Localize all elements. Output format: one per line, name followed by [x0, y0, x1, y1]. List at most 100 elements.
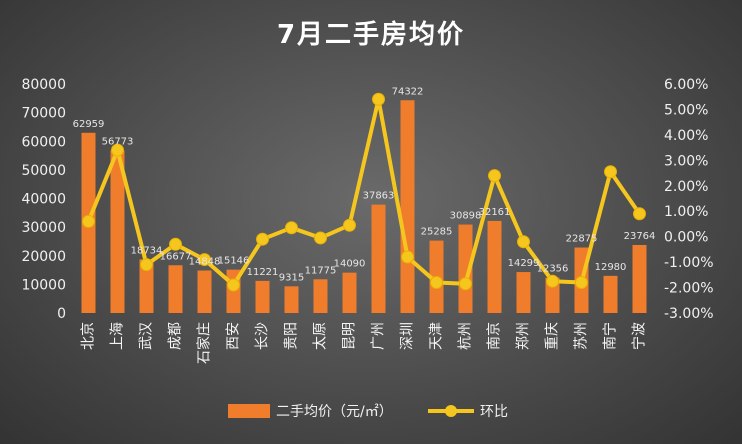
bar: [168, 265, 183, 313]
y-right-tick-label: 6.00%: [664, 77, 708, 93]
x-tick-label: 天津: [429, 322, 445, 350]
bar: [516, 272, 531, 313]
y-left-tick-label: 10000: [21, 277, 66, 293]
bar-data-label: 22875: [566, 234, 598, 245]
bar-data-label: 23764: [624, 231, 656, 242]
bar-data-label: 30898: [450, 211, 482, 222]
line-point: [140, 258, 153, 272]
y-left-tick-label: 20000: [21, 249, 66, 265]
bar: [313, 279, 328, 313]
line-point: [111, 143, 124, 157]
y-left-tick-label: 60000: [21, 134, 66, 150]
line-point: [401, 250, 414, 264]
x-tick-label: 郑州: [516, 322, 532, 350]
line-point: [343, 218, 356, 232]
bar-data-label: 32161: [479, 207, 511, 218]
x-tick-label: 长沙: [255, 322, 271, 350]
line-point: [488, 169, 501, 183]
line-point: [256, 232, 269, 246]
bar-data-label: 12356: [537, 264, 569, 275]
x-tick-label: 上海: [110, 322, 126, 350]
y-right-tick-label: -1.00%: [664, 255, 714, 271]
y-right-tick-label: 4.00%: [664, 128, 708, 144]
bar: [110, 150, 125, 313]
bar-data-label: 15146: [218, 256, 250, 267]
bar: [284, 286, 299, 313]
y-left-tick-label: 50000: [21, 163, 66, 179]
bar: [603, 275, 618, 313]
legend-marker-line: [445, 405, 457, 417]
x-tick-label: 深圳: [400, 322, 416, 350]
bar: [400, 100, 415, 314]
y-right-tick-label: -2.00%: [664, 281, 714, 297]
line-point: [82, 214, 95, 228]
bar-data-label: 25285: [421, 227, 453, 238]
line-point: [575, 275, 588, 289]
bar: [632, 244, 647, 313]
x-tick-label: 杭州: [458, 322, 474, 350]
bar-data-label: 14299: [508, 258, 540, 269]
legend-swatch-bar: [228, 404, 270, 418]
bar-data-label: 18734: [131, 245, 163, 256]
legend-label-bar: 二手均价（元/㎡）: [276, 404, 393, 420]
bar-data-label: 37863: [363, 191, 395, 202]
y-right-tick-label: 5.00%: [664, 102, 708, 118]
y-left-tick-label: 30000: [21, 220, 66, 236]
bar-data-label: 56773: [102, 136, 134, 147]
line-point: [459, 277, 472, 291]
x-tick-label: 宁波: [631, 322, 648, 350]
bar: [371, 204, 386, 313]
bar-data-label: 74322: [392, 86, 424, 97]
line-point: [372, 92, 385, 106]
line-point: [285, 221, 298, 235]
x-tick-label: 苏州: [574, 322, 590, 350]
line-point: [604, 165, 617, 179]
y-right-tick-label: 0.00%: [664, 230, 708, 246]
x-tick-label: 太原: [313, 322, 329, 350]
x-tick-label: 成都: [168, 322, 184, 350]
bar: [342, 272, 357, 313]
y-right-tick-label: 3.00%: [664, 153, 708, 169]
bar-data-label: 12980: [595, 262, 627, 273]
bar: [487, 220, 502, 313]
chart-title: 7月二手房均价: [276, 20, 466, 50]
line-point: [227, 278, 240, 292]
y-right-tick-label: -3.00%: [664, 306, 714, 322]
bar: [458, 224, 473, 313]
line-point: [633, 207, 646, 221]
y-right-tick-label: 1.00%: [664, 204, 708, 220]
bar-data-label: 9315: [279, 272, 304, 283]
line-point: [430, 275, 443, 289]
x-tick-label: 昆明: [342, 322, 358, 350]
bar-data-label: 11221: [247, 267, 279, 278]
x-tick-label: 南京: [487, 322, 503, 350]
line-point: [198, 253, 211, 267]
y-left-tick-label: 0: [57, 306, 66, 322]
x-tick-label: 北京: [81, 322, 97, 350]
y-left-tick-label: 40000: [21, 192, 66, 208]
bar-data-label: 11775: [305, 265, 337, 276]
bar-data-label: 14090: [334, 259, 366, 270]
line-point: [314, 231, 327, 245]
x-tick-label: 重庆: [545, 322, 561, 350]
x-tick-label: 武汉: [139, 322, 155, 350]
y-right-tick-label: 2.00%: [664, 179, 708, 195]
x-tick-label: 石家庄: [196, 322, 213, 364]
bar: [197, 270, 212, 313]
bar-data-label: 14848: [189, 256, 221, 267]
bar-data-label: 62959: [73, 119, 105, 130]
y-left-tick-label: 70000: [21, 106, 66, 122]
bar: [139, 259, 154, 313]
x-tick-label: 西安: [226, 322, 242, 350]
line-point: [546, 274, 559, 288]
line-point: [517, 235, 530, 249]
bar-data-label: 16677: [160, 251, 192, 262]
line-point: [169, 237, 182, 251]
x-tick-label: 贵阳: [284, 322, 300, 350]
x-tick-label: 广州: [371, 322, 387, 350]
bar: [255, 280, 270, 313]
legend-label-line: 环比: [480, 404, 508, 420]
x-tick-label: 南宁: [602, 322, 619, 350]
